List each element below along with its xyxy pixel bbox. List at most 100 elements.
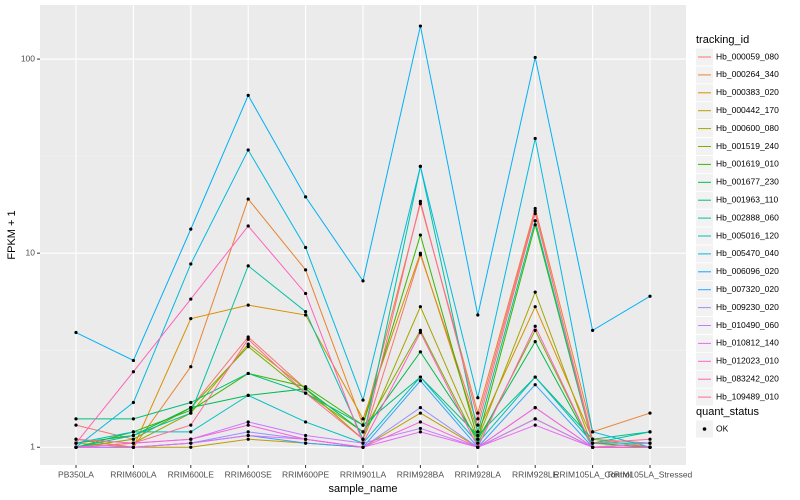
data-point [476,437,480,441]
data-point [74,330,78,335]
data-point [418,375,422,379]
data-point [131,358,135,363]
data-point [304,437,308,441]
data-point [648,437,652,441]
data-point [246,197,250,201]
data-point [361,417,365,421]
data-point [533,305,537,309]
data-point [189,297,193,301]
y-tick-label: 10 [26,247,36,257]
legend-label: Hb_007320_020 [716,284,779,294]
data-point [304,420,308,424]
legend-label: OK [716,423,729,433]
data-point [648,430,652,434]
legend-label: Hb_000600_080 [716,123,779,133]
data-point [418,411,422,415]
x-tick-label: RRIM600SE [225,469,273,479]
data-point [189,365,193,369]
legend-label: Hb_009230_020 [716,302,779,312]
data-point [361,423,365,427]
legend-label: Hb_109489_010 [716,391,779,401]
data-point [361,430,365,434]
x-tick-label: RRIM928BA [397,469,445,479]
data-point [648,441,652,445]
legend-label: Hb_012023_010 [716,356,779,366]
data-point [418,426,422,431]
legend-label: Hb_006096_020 [716,266,779,276]
data-point [131,433,135,438]
data-point [533,219,537,223]
data-point [131,370,135,374]
data-point [189,411,193,415]
data-point [246,148,250,152]
data-point [189,227,193,231]
data-point [648,411,652,415]
data-point [533,136,537,141]
data-point [418,420,422,424]
data-point [246,393,250,397]
data-point [304,391,308,395]
data-point [418,251,422,255]
legend-label: Hb_000264_340 [716,69,779,79]
legend-label: Hb_005470_040 [716,248,779,258]
data-point [476,423,480,427]
data-point [533,223,537,227]
data-point [189,423,193,427]
data-point [533,328,537,332]
legend-label: Hb_000442_170 [716,105,779,115]
data-point [418,202,422,206]
data-point [189,430,193,434]
data-point [533,375,537,379]
data-point [361,279,365,283]
legend-label: Hb_001677_230 [716,177,779,187]
data-point [304,291,308,296]
legend-title: quant_status [696,406,759,418]
data-point [533,55,537,60]
data-point [246,337,250,341]
data-point [533,406,537,410]
data-point [533,383,537,387]
data-point [246,433,250,438]
data-point [533,340,537,344]
data-point [131,430,135,434]
data-point [189,437,193,441]
data-point [418,430,422,434]
data-point [533,209,537,213]
legend-label: Hb_010490_060 [716,320,779,330]
y-tick-label: 1 [30,441,35,451]
data-point [533,423,537,427]
data-point [189,445,193,449]
data-point [418,24,422,28]
data-point [533,206,537,211]
data-point [476,430,480,434]
legend-label: Hb_000059_080 [716,51,779,61]
data-point [418,233,422,237]
data-point [74,437,78,441]
data-point [131,400,135,405]
data-point [476,417,480,421]
x-tick-label: RRIM928LA [455,469,502,479]
data-point [246,345,250,349]
data-point [189,262,193,266]
x-tick-label: RRIM901LA [340,469,387,479]
x-axis-title: sample_name [328,483,397,495]
data-point [476,411,480,415]
legend-label: Hb_005016_120 [716,230,779,240]
data-point [361,445,365,449]
legend-label: Hb_001519_240 [716,141,779,151]
data-point [131,417,135,421]
data-point [304,441,308,445]
legend-label: Hb_001963_110 [716,194,779,204]
data-point [246,342,250,346]
data-point [246,371,250,376]
data-point [533,417,537,421]
data-point [304,245,308,250]
data-point [131,437,135,441]
data-point [533,290,537,294]
data-point [591,441,595,445]
x-tick-label: RRIM600PE [282,469,330,479]
x-tick-label: RRIM600LA [110,469,157,479]
data-point [418,305,422,309]
data-point [246,224,250,228]
data-point [533,324,537,328]
